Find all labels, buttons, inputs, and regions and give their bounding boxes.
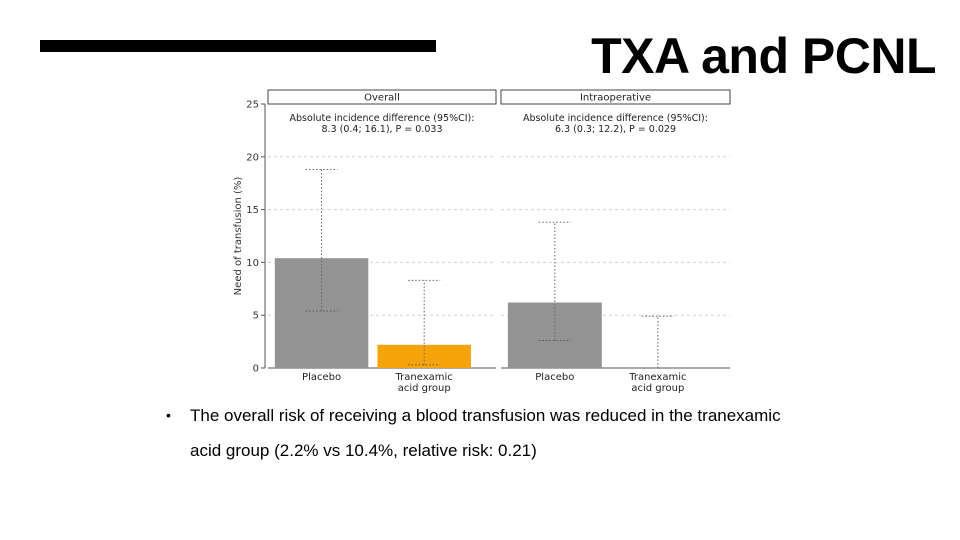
annotation-text: 8.3 (0.4; 16.1), P = 0.033 [322,124,443,135]
y-tick-label: 25 [246,100,259,111]
panel-header [267,89,497,105]
y-tick-label: 15 [246,205,259,216]
slide-title: TXA and PCNL [591,28,936,84]
panel-title: Overall [364,93,400,104]
y-tick-label: 0 [253,364,259,375]
x-tick-label: Tranexamic [628,372,686,383]
x-tick-label: Placebo [535,372,574,383]
y-axis-label: Need of transfusion (%) [233,177,244,296]
bullet-text: The overall risk of receiving a blood tr… [190,406,781,460]
transfusion-bar-chart: 0 5 10 15 20 25 Need of transfusion (%) Overall… [233,89,731,394]
x-tick-label: Tranexamic [395,372,453,383]
annotation-text: Absolute incidence difference (95%CI): [523,113,708,124]
x-tick-label: acid group [631,383,684,394]
x-tick-label: acid group [398,383,451,394]
y-tick-label: 5 [253,311,259,322]
annotation-text: 6.3 (0.3; 12.2), P = 0.029 [555,124,676,135]
x-tick-label: Placebo [302,372,341,383]
bullet-list: • The overall risk of receiving a blood … [166,398,806,468]
panel-header [500,89,731,105]
panel-title: Intraoperative [580,93,651,104]
title-rule [40,40,436,52]
bullet-item: • The overall risk of receiving a blood … [166,398,806,468]
bullet-marker: • [166,407,171,423]
bar [274,258,369,368]
bar [507,302,602,368]
y-tick-label: 20 [246,152,259,163]
y-tick-label: 10 [246,258,259,269]
annotation-text: Absolute incidence difference (95%CI): [290,113,475,124]
